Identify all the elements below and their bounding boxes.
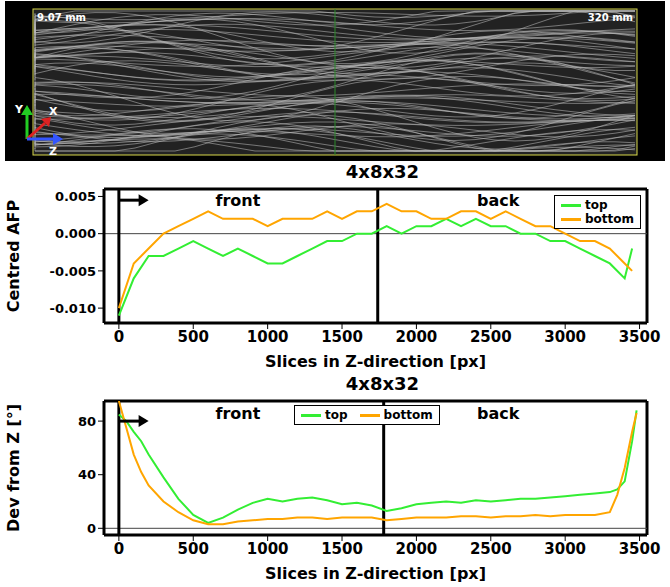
svg-text:Centred AFP: Centred AFP bbox=[5, 200, 23, 313]
svg-text:1500: 1500 bbox=[321, 328, 363, 346]
html-text:bottom: bottom bbox=[584, 212, 634, 226]
svg-text:1000: 1000 bbox=[247, 540, 289, 558]
svg-text:Z: Z bbox=[49, 145, 57, 158]
svg-text:1000: 1000 bbox=[247, 328, 289, 346]
svg-text:3500: 3500 bbox=[619, 328, 661, 346]
svg-text:1500: 1500 bbox=[321, 540, 363, 558]
svg-text:320 mm: 320 mm bbox=[588, 12, 633, 23]
svg-text:40: 40 bbox=[78, 467, 96, 482]
svg-text:-0.010: -0.010 bbox=[49, 301, 96, 316]
svg-text:-0.005: -0.005 bbox=[49, 264, 96, 279]
svg-text:Y: Y bbox=[14, 103, 24, 116]
svg-text:front: front bbox=[215, 404, 260, 423]
svg-text:0.005: 0.005 bbox=[55, 189, 96, 204]
svg-text:Dev from Z [°]: Dev from Z [°] bbox=[5, 404, 23, 532]
svg-text:3500: 3500 bbox=[619, 540, 661, 558]
html-text:bottom: bottom bbox=[383, 408, 433, 422]
html-text:top: top bbox=[325, 408, 348, 422]
svg-text:0: 0 bbox=[87, 521, 96, 536]
svg-text:front: front bbox=[215, 191, 260, 210]
svg-text:2500: 2500 bbox=[470, 540, 512, 558]
svg-text:X: X bbox=[49, 105, 58, 118]
html-text:4x8x32: 4x8x32 bbox=[345, 373, 420, 394]
svg-text:back: back bbox=[477, 191, 520, 210]
svg-text:0: 0 bbox=[114, 540, 124, 558]
svg-text:3000: 3000 bbox=[544, 540, 586, 558]
svg-text:500: 500 bbox=[178, 328, 209, 346]
svg-text:Slices in Z-direction [px]: Slices in Z-direction [px] bbox=[265, 352, 486, 371]
svg-text:9.07 mm: 9.07 mm bbox=[37, 12, 86, 23]
svg-text:3000: 3000 bbox=[544, 328, 586, 346]
svg-text:0: 0 bbox=[114, 328, 124, 346]
svg-text:80: 80 bbox=[78, 414, 96, 429]
svg-text:2000: 2000 bbox=[396, 540, 438, 558]
svg-text:back: back bbox=[477, 404, 520, 423]
svg-text:2500: 2500 bbox=[470, 328, 512, 346]
svg-text:500: 500 bbox=[178, 540, 209, 558]
svg-text:0.000: 0.000 bbox=[55, 226, 96, 241]
html-text:top: top bbox=[584, 198, 608, 212]
html-text:4x8x32: 4x8x32 bbox=[345, 161, 420, 182]
svg-text:Slices in Z-direction [px]: Slices in Z-direction [px] bbox=[265, 564, 486, 583]
svg-text:2000: 2000 bbox=[396, 328, 438, 346]
